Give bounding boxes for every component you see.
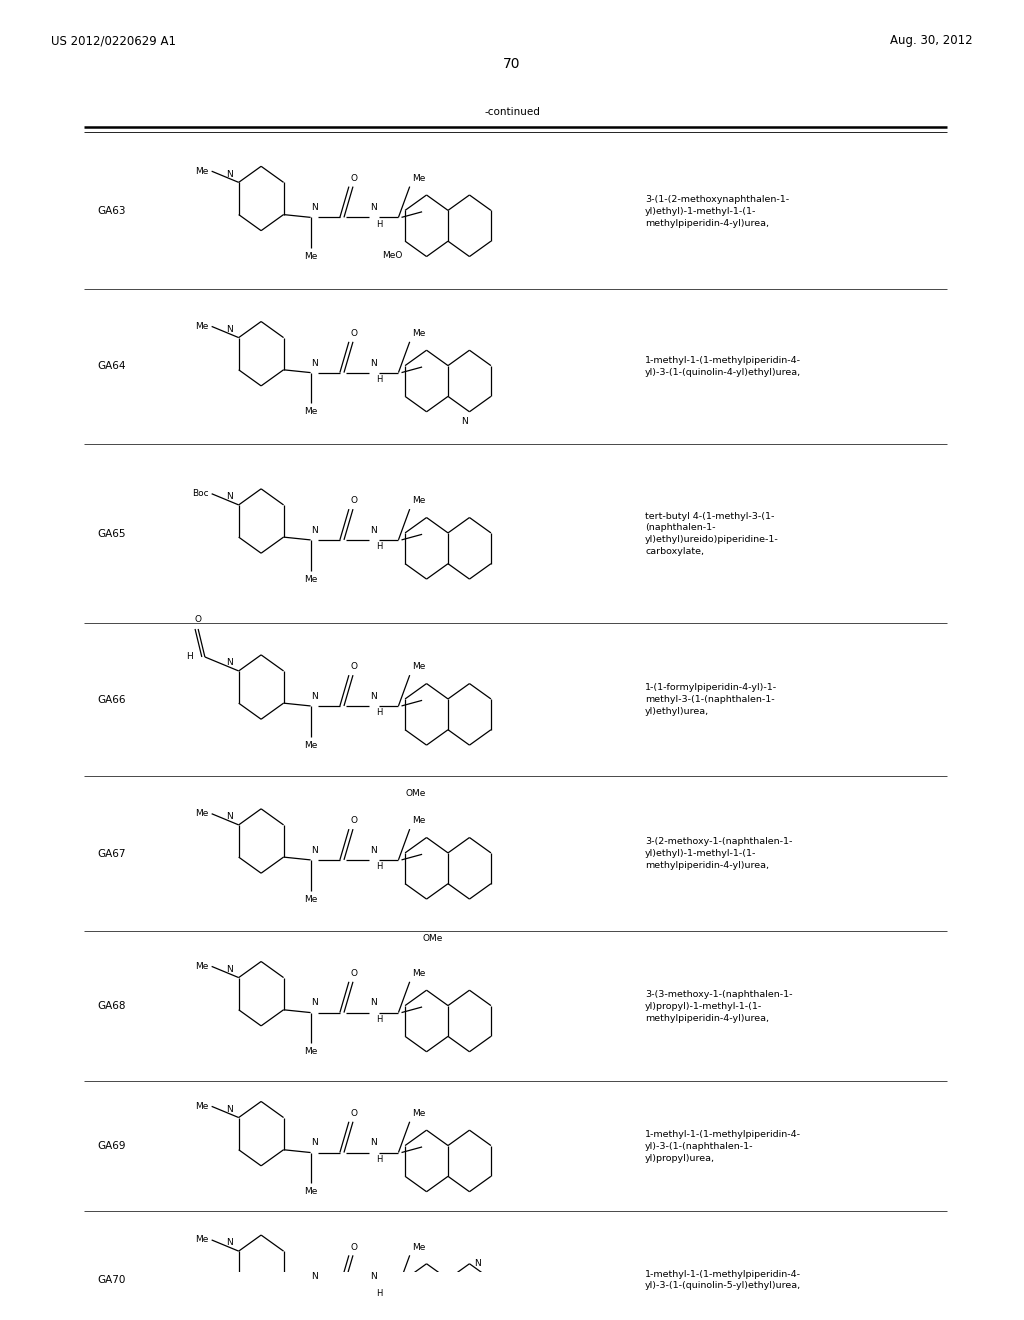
Text: MeO: MeO [382,251,402,260]
Text: GA68: GA68 [97,1002,126,1011]
Text: O: O [195,615,202,624]
Text: Me: Me [412,816,425,825]
Text: 1-(1-formylpiperidin-4-yl)-1-
methyl-3-(1-(naphthalen-1-
yl)ethyl)urea,: 1-(1-formylpiperidin-4-yl)-1- methyl-3-(… [645,684,777,715]
Text: -continued: -continued [484,107,540,117]
Text: GA70: GA70 [97,1275,126,1284]
Text: 70: 70 [503,57,521,70]
Text: H: H [377,1015,383,1024]
Text: Me: Me [196,322,209,331]
Text: US 2012/0220629 A1: US 2012/0220629 A1 [51,34,176,48]
Text: Me: Me [304,252,317,261]
Text: N: N [311,1272,318,1280]
Text: 1-methyl-1-(1-methylpiperidin-4-
yl)-3-(1-(quinolin-5-yl)ethyl)urea,: 1-methyl-1-(1-methylpiperidin-4- yl)-3-(… [645,1270,801,1291]
Text: 3-(3-methoxy-1-(naphthalen-1-
yl)propyl)-1-methyl-1-(1-
methylpiperidin-4-yl)ure: 3-(3-methoxy-1-(naphthalen-1- yl)propyl)… [645,990,793,1023]
Text: N: N [311,525,318,535]
Text: Me: Me [412,1109,425,1118]
Text: H: H [377,375,383,384]
Text: Me: Me [196,1236,209,1245]
Text: Me: Me [412,329,425,338]
Text: 1-methyl-1-(1-methylpiperidin-4-
yl)-3-(1-(quinolin-4-yl)ethyl)urea,: 1-methyl-1-(1-methylpiperidin-4- yl)-3-(… [645,356,801,376]
Text: Me: Me [412,174,425,182]
Text: OMe: OMe [422,933,442,942]
Text: N: N [225,812,232,821]
Text: GA66: GA66 [97,694,126,705]
Text: Me: Me [412,496,425,506]
Text: N: N [371,359,377,367]
Text: Me: Me [196,166,209,176]
Text: N: N [461,417,468,426]
Text: O: O [351,1109,358,1118]
Text: N: N [225,1105,232,1114]
Text: Me: Me [196,1102,209,1111]
Text: O: O [351,174,358,182]
Text: N: N [225,1238,232,1247]
Text: GA65: GA65 [97,529,126,539]
Text: Me: Me [196,809,209,818]
Text: N: N [311,846,318,855]
Text: O: O [351,496,358,506]
Text: OMe: OMe [406,789,426,799]
Text: N: N [371,203,377,213]
Text: N: N [371,1272,377,1280]
Text: N: N [371,998,377,1007]
Text: O: O [351,816,358,825]
Text: O: O [351,969,358,978]
Text: Me: Me [304,407,317,416]
Text: O: O [351,663,358,672]
Text: H: H [377,543,383,552]
Text: tert-butyl 4-(1-methyl-3-(1-
(naphthalen-1-
yl)ethyl)ureido)piperidine-1-
carbox: tert-butyl 4-(1-methyl-3-(1- (naphthalen… [645,512,779,556]
Text: N: N [225,659,232,667]
Text: N: N [474,1259,481,1269]
Text: GA67: GA67 [97,849,126,859]
Text: N: N [371,1138,377,1147]
Text: N: N [371,525,377,535]
Text: H: H [377,1288,383,1298]
Text: Me: Me [196,962,209,972]
Text: N: N [311,203,318,213]
Text: Me: Me [412,969,425,978]
Text: H: H [377,220,383,228]
Text: O: O [351,1242,358,1251]
Text: N: N [311,692,318,701]
Text: H: H [377,1155,383,1164]
Text: N: N [371,692,377,701]
Text: N: N [371,846,377,855]
Text: 3-(1-(2-methoxynaphthalen-1-
yl)ethyl)-1-methyl-1-(1-
methylpiperidin-4-yl)urea,: 3-(1-(2-methoxynaphthalen-1- yl)ethyl)-1… [645,195,790,227]
Text: GA63: GA63 [97,206,126,216]
Text: N: N [311,1138,318,1147]
Text: Me: Me [412,1242,425,1251]
Text: N: N [311,359,318,367]
Text: GA69: GA69 [97,1142,126,1151]
Text: N: N [225,492,232,502]
Text: GA64: GA64 [97,362,126,371]
Text: H: H [377,709,383,718]
Text: Boc: Boc [191,490,209,498]
Text: N: N [225,169,232,178]
Text: H: H [185,652,193,661]
Text: Me: Me [412,663,425,672]
Text: N: N [311,998,318,1007]
Text: 1-methyl-1-(1-methylpiperidin-4-
yl)-3-(1-(naphthalen-1-
yl)propyl)urea,: 1-methyl-1-(1-methylpiperidin-4- yl)-3-(… [645,1130,801,1163]
Text: Me: Me [304,1187,317,1196]
Text: N: N [225,325,232,334]
Text: Me: Me [304,895,317,903]
Text: Aug. 30, 2012: Aug. 30, 2012 [890,34,973,48]
Text: Me: Me [304,741,317,750]
Text: N: N [225,965,232,974]
Text: O: O [351,329,358,338]
Text: Me: Me [304,574,317,583]
Text: Me: Me [304,1047,317,1056]
Text: 3-(2-methoxy-1-(naphthalen-1-
yl)ethyl)-1-methyl-1-(1-
methylpiperidin-4-yl)urea: 3-(2-methoxy-1-(naphthalen-1- yl)ethyl)-… [645,837,793,870]
Text: H: H [377,862,383,871]
